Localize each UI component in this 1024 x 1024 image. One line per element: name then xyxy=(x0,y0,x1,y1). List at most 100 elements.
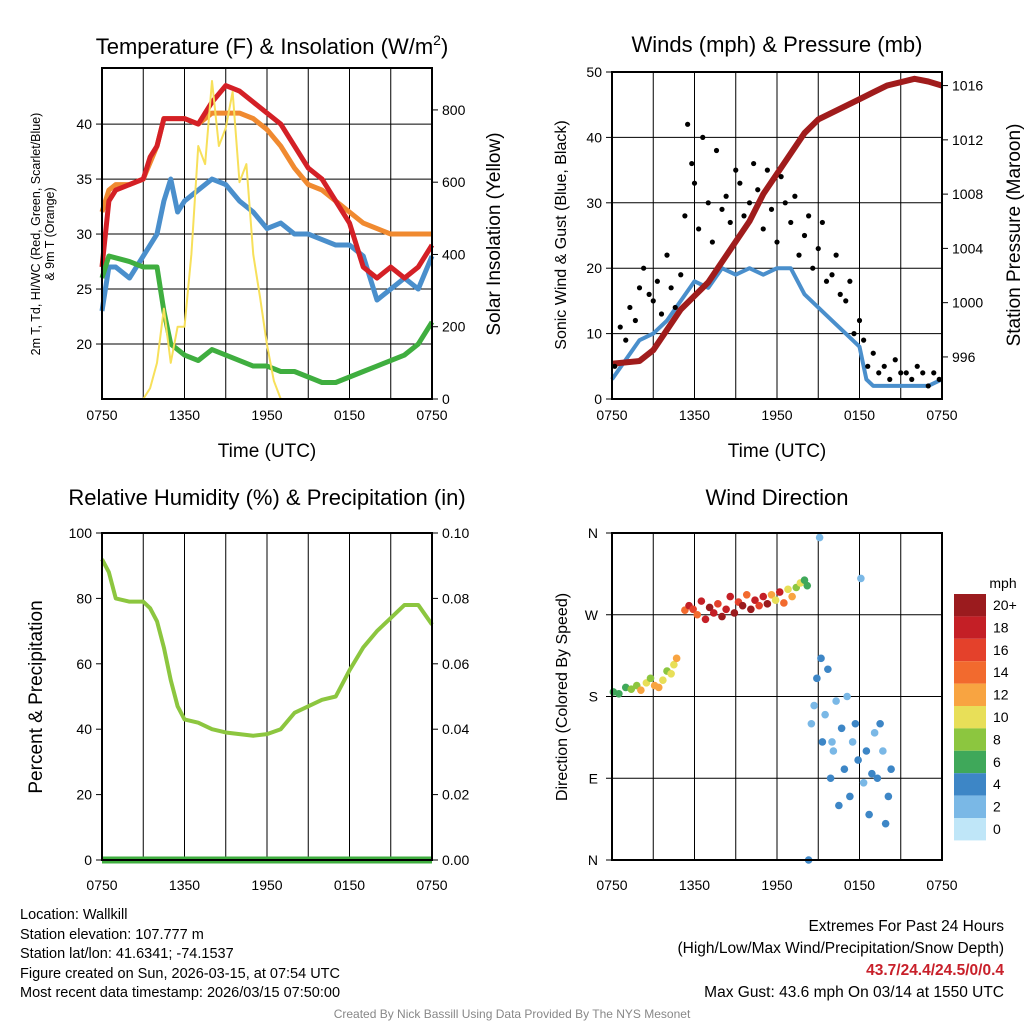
direction-point xyxy=(807,719,816,728)
direction-point xyxy=(859,778,868,787)
gust-point xyxy=(636,285,643,291)
y-axis-label: Percent & Precipitation xyxy=(26,600,47,793)
y-right-tick-label: 996 xyxy=(952,349,976,365)
chart-title: Temperature (F) & Insolation (W/m2) xyxy=(96,32,449,59)
gust-point xyxy=(823,278,830,284)
chart-title: Relative Humidity (%) & Precipitation (i… xyxy=(68,485,465,510)
y-axis-label-line1: 2m T, Td, HI/WC (Red, Green, Scarlet/Blu… xyxy=(29,113,43,356)
gust-point xyxy=(920,370,926,376)
x-tick-label: 0750 xyxy=(86,407,117,423)
credit-text: Created By Nick Bassill Using Data Provi… xyxy=(333,1007,691,1021)
gust-point xyxy=(658,311,665,317)
gust-point xyxy=(713,147,720,154)
gust-point xyxy=(733,167,739,173)
colorbar-label: 10 xyxy=(993,709,1009,725)
gust-point xyxy=(796,252,802,258)
y-right-tick-label: 1004 xyxy=(952,240,983,256)
direction-point xyxy=(771,596,780,605)
gust-point xyxy=(764,167,770,173)
colorbar-swatch xyxy=(954,616,986,639)
y-tick-label: 20 xyxy=(586,260,602,276)
direction-point xyxy=(738,601,747,610)
gust-point xyxy=(792,193,798,199)
gust-point xyxy=(837,291,843,297)
gust-point xyxy=(668,285,674,291)
gust-point xyxy=(847,278,853,284)
y-tick-label: 40 xyxy=(586,129,602,145)
x-tick-label: 0750 xyxy=(416,407,447,423)
y-axis-label: Sonic Wind & Gust (Blue, Black) xyxy=(553,120,570,349)
series-line-td xyxy=(99,253,435,386)
gust-point xyxy=(801,232,808,239)
colorbar-swatch xyxy=(954,818,986,841)
gust-point xyxy=(723,193,729,199)
max-gust-text: Max Gust: 43.6 mph On 03/14 at 1550 UTC xyxy=(704,984,1004,1001)
y-right-tick-label: 200 xyxy=(442,319,466,335)
x-tick-label: 0750 xyxy=(926,407,957,423)
gust-point xyxy=(851,331,857,337)
colorbar-swatch xyxy=(954,750,986,774)
direction-point xyxy=(709,609,718,617)
gust-point xyxy=(685,121,691,127)
series-line-rh xyxy=(100,558,434,738)
gust-point xyxy=(788,219,794,226)
chart-title: Wind Direction xyxy=(705,485,848,510)
y-right-tick-label: 600 xyxy=(442,174,466,190)
y-tick-label: 100 xyxy=(69,525,93,541)
y-right-tick-label: 400 xyxy=(442,246,466,262)
gust-point xyxy=(931,370,937,376)
y-tick-label: 30 xyxy=(76,226,92,242)
y-tick-label: N xyxy=(588,852,598,868)
direction-point xyxy=(828,738,836,746)
direction-point xyxy=(751,596,759,605)
direction-point xyxy=(788,592,796,601)
direction-point xyxy=(697,597,706,605)
colorbar-swatch xyxy=(954,773,986,796)
direction-point xyxy=(821,710,829,719)
direction-point xyxy=(646,674,655,683)
direction-point xyxy=(835,801,843,810)
x-tick-label: 1950 xyxy=(761,407,792,423)
gust-point xyxy=(617,324,623,330)
y-right-tick-label: 800 xyxy=(442,102,466,118)
y-right-tick-label: 0.04 xyxy=(442,721,469,737)
direction-point xyxy=(689,605,697,614)
y-right-tick-label: 0.10 xyxy=(442,525,469,541)
direction-point xyxy=(659,676,667,684)
colorbar-label: 2 xyxy=(993,799,1001,815)
gust-point xyxy=(719,206,725,212)
direction-point xyxy=(726,592,735,601)
gust-point xyxy=(881,363,887,369)
gust-point xyxy=(646,291,652,297)
series-line-pressure xyxy=(611,75,943,367)
colorbar-swatch xyxy=(954,795,986,818)
direction-point xyxy=(763,600,772,608)
gust-point xyxy=(810,265,816,271)
direction-point xyxy=(755,601,763,610)
y-tick-label: S xyxy=(589,689,598,705)
colorbar-label: 18 xyxy=(993,619,1009,635)
extremes-title: Extremes For Past 24 Hours xyxy=(808,918,1004,935)
direction-point xyxy=(742,590,751,599)
colorbar-title: mph xyxy=(989,575,1016,591)
direction-point xyxy=(870,729,879,737)
y-right-tick-label: 1016 xyxy=(952,78,983,94)
colorbar-swatch xyxy=(954,638,986,662)
direction-point xyxy=(615,689,623,698)
direction-point xyxy=(873,774,882,783)
gust-point xyxy=(746,200,753,206)
gust-point xyxy=(654,278,660,284)
gust-point xyxy=(829,272,835,278)
y-right-axis-label: Solar Insolation (Yellow) xyxy=(484,132,505,335)
direction-point xyxy=(857,574,865,583)
y-tick-label: 0 xyxy=(594,391,602,407)
gust-point xyxy=(876,370,882,376)
direction-point xyxy=(826,774,835,783)
y-tick-label: 30 xyxy=(586,195,602,211)
direction-point xyxy=(879,747,887,755)
x-tick-label: 0750 xyxy=(86,877,117,893)
y-tick-label: 10 xyxy=(586,326,602,342)
series-line-insolation xyxy=(102,80,432,400)
direction-point xyxy=(862,747,871,755)
